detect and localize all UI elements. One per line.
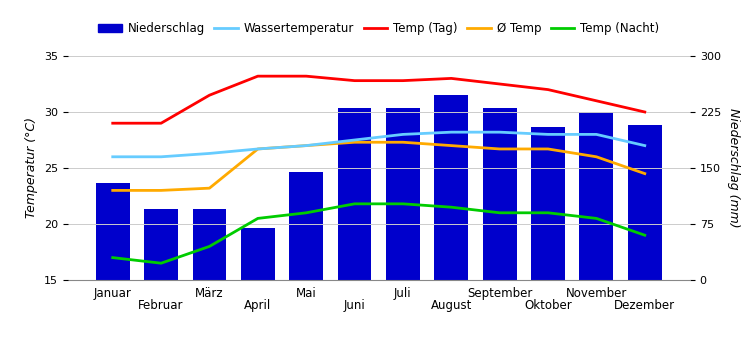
Legend: Niederschlag, Wassertemperatur, Temp (Tag), Ø Temp, Temp (Nacht): Niederschlag, Wassertemperatur, Temp (Ta… bbox=[94, 17, 664, 40]
Bar bbox=[193, 209, 226, 280]
Text: November: November bbox=[566, 287, 627, 300]
Bar bbox=[531, 127, 565, 280]
Bar bbox=[241, 228, 274, 280]
Text: August: August bbox=[430, 299, 472, 312]
Text: April: April bbox=[244, 299, 272, 312]
Bar bbox=[628, 125, 662, 280]
Bar bbox=[338, 108, 371, 280]
Bar bbox=[580, 112, 614, 280]
Bar bbox=[386, 108, 420, 280]
Y-axis label: Niederschlag (mm): Niederschlag (mm) bbox=[728, 108, 740, 228]
Y-axis label: Temperatur (°C): Temperatur (°C) bbox=[25, 118, 38, 218]
Text: Oktober: Oktober bbox=[524, 299, 572, 312]
Text: Juli: Juli bbox=[394, 287, 412, 300]
Bar bbox=[96, 183, 130, 280]
Bar bbox=[290, 172, 323, 280]
Bar bbox=[144, 209, 178, 280]
Text: September: September bbox=[467, 287, 532, 300]
Text: Juni: Juni bbox=[344, 299, 365, 312]
Text: Dezember: Dezember bbox=[614, 299, 675, 312]
Text: März: März bbox=[195, 287, 223, 300]
Bar bbox=[483, 108, 517, 280]
Text: Februar: Februar bbox=[138, 299, 184, 312]
Bar bbox=[434, 95, 468, 280]
Text: Januar: Januar bbox=[94, 287, 132, 300]
Text: Mai: Mai bbox=[296, 287, 316, 300]
